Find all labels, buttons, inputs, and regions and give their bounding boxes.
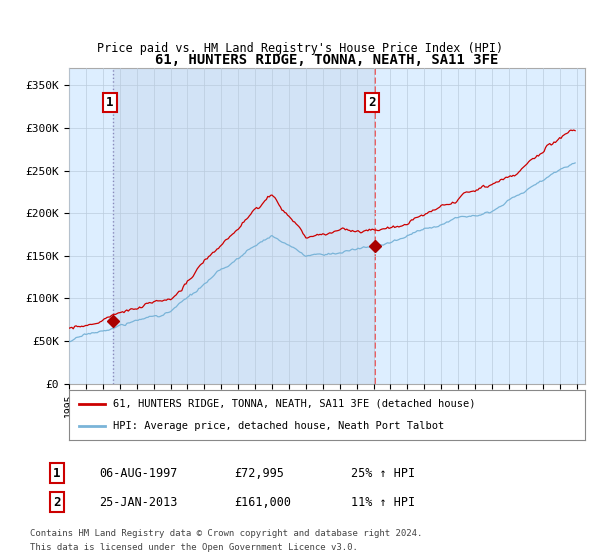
Text: HPI: Average price, detached house, Neath Port Talbot: HPI: Average price, detached house, Neat… [113,421,444,431]
Text: £161,000: £161,000 [234,496,291,509]
Text: 25-JAN-2013: 25-JAN-2013 [99,496,178,509]
Text: 1: 1 [106,96,113,109]
Text: This data is licensed under the Open Government Licence v3.0.: This data is licensed under the Open Gov… [30,543,358,552]
Text: 11% ↑ HPI: 11% ↑ HPI [351,496,415,509]
Text: 25% ↑ HPI: 25% ↑ HPI [351,466,415,480]
Text: 06-AUG-1997: 06-AUG-1997 [99,466,178,480]
Text: Price paid vs. HM Land Registry's House Price Index (HPI): Price paid vs. HM Land Registry's House … [97,42,503,55]
Text: 1: 1 [53,466,61,480]
Text: 2: 2 [368,96,376,109]
Bar [113,68,375,384]
Title: 61, HUNTERS RIDGE, TONNA, NEATH, SA11 3FE: 61, HUNTERS RIDGE, TONNA, NEATH, SA11 3F… [155,53,499,67]
Text: 61, HUNTERS RIDGE, TONNA, NEATH, SA11 3FE (detached house): 61, HUNTERS RIDGE, TONNA, NEATH, SA11 3F… [113,399,475,409]
Text: Contains HM Land Registry data © Crown copyright and database right 2024.: Contains HM Land Registry data © Crown c… [30,530,422,539]
Text: £72,995: £72,995 [234,466,284,480]
Text: 2: 2 [53,496,61,509]
